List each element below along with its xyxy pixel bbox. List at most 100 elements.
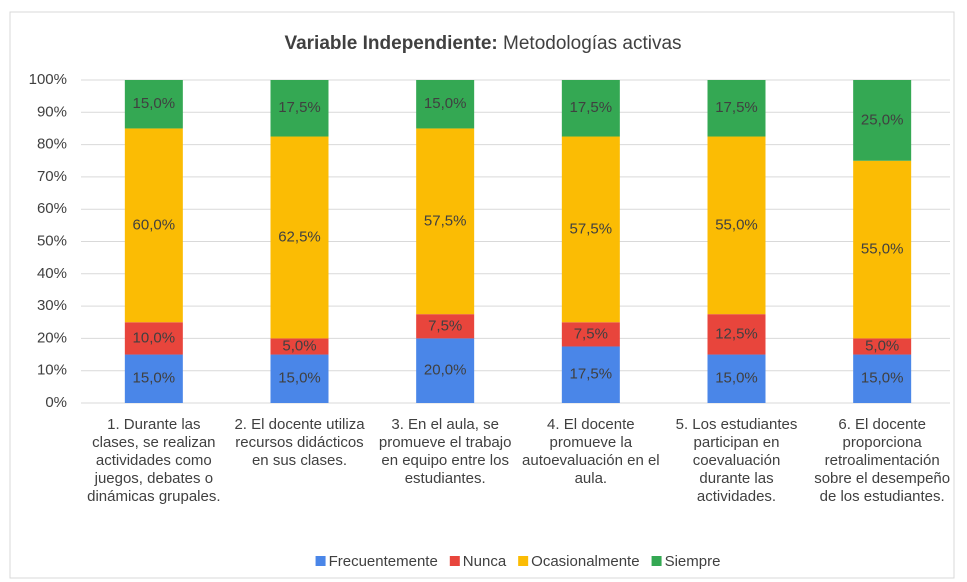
bar-segment: [853, 160, 912, 339]
bar-segment: [270, 80, 329, 137]
x-tick-label: 2. El docente utiliza recursos didácticos…: [234, 416, 365, 469]
value-label: 17,5%: [715, 99, 758, 116]
value-label: 20,0%: [424, 362, 467, 379]
bar-segment: [853, 338, 912, 355]
x-tick-line: en sus clases.: [252, 452, 347, 469]
value-label: 60,0%: [133, 216, 176, 233]
x-tick-line: participan en: [694, 434, 780, 451]
value-label: 5,0%: [865, 337, 899, 354]
title-rest: Metodologías activas: [503, 33, 682, 54]
y-tick-label: 10%: [37, 362, 67, 379]
value-label: 7,5%: [428, 317, 462, 334]
value-label: 12,5%: [715, 325, 758, 342]
x-tick-line: 5. Los estudiantes: [676, 416, 798, 433]
x-tick-line: durante las: [699, 470, 773, 487]
y-tick-label: 80%: [37, 136, 67, 153]
legend-label: Frecuentemente: [329, 553, 438, 570]
x-tick-line: 1. Durante las: [107, 416, 200, 433]
x-tick-line: estudiantes.: [405, 470, 486, 487]
x-tick-label: 1. Durante las clases, se realizan activid…: [87, 416, 220, 505]
x-tick-line: promueve el trabajo: [379, 434, 512, 451]
bar-segment: [561, 346, 620, 403]
y-tick-label: 20%: [37, 329, 67, 346]
legend-swatch: [315, 556, 326, 566]
x-tick-line: coevaluación: [693, 452, 781, 469]
value-label: 15,0%: [278, 370, 321, 387]
value-label: 17,5%: [570, 366, 613, 383]
value-label: 7,5%: [574, 325, 608, 342]
y-tick-label: 50%: [37, 232, 67, 249]
x-tick-line: sobre el desempeño: [814, 470, 950, 487]
legend-label: Ocasionalmente: [531, 553, 639, 570]
legend: Frecuentemente Nunca Ocasionalmente Siempre: [315, 553, 721, 570]
bar-segment: [416, 128, 475, 315]
x-tick-line: 6. El docente: [838, 416, 926, 433]
value-label: 57,5%: [570, 220, 613, 237]
bar-segment: [270, 354, 329, 403]
x-tick-line: proporciona: [843, 434, 923, 451]
bar-segment: [853, 80, 912, 161]
legend-swatch: [651, 556, 662, 566]
value-label: 55,0%: [861, 241, 904, 258]
x-tick-line: 2. El docente utiliza: [234, 416, 365, 433]
bar-segment: [561, 322, 620, 347]
value-label: 62,5%: [278, 228, 321, 245]
value-label: 17,5%: [278, 99, 321, 116]
x-tick-line: retroalimentación: [825, 452, 940, 469]
x-tick-line: actividades como: [96, 452, 212, 469]
value-label: 57,5%: [424, 212, 467, 229]
x-tick-line: autoevaluación en el: [522, 452, 660, 469]
value-label: 15,0%: [424, 95, 467, 112]
bar-segment: [853, 354, 912, 403]
bar-segment: [561, 136, 620, 323]
value-label: 15,0%: [861, 370, 904, 387]
x-tick-line: aula.: [575, 470, 608, 487]
x-tick-line: 3. En el aula, se: [391, 416, 499, 433]
y-tick-label: 0%: [45, 394, 67, 411]
bar-segment: [270, 136, 329, 339]
y-tick-label: 60%: [37, 200, 67, 217]
bar-segment: [124, 80, 183, 129]
x-tick-label: 3. En el aula, se promueve el trabajo en e…: [379, 416, 512, 487]
value-label: 15,0%: [133, 370, 176, 387]
bar-segment: [561, 80, 620, 137]
x-tick-label: 5. Los estudiantes participan en coevaluac…: [676, 416, 798, 505]
x-tick-line: juegos, debates o: [94, 470, 213, 487]
x-tick-line: en equipo entre los: [381, 452, 509, 469]
bar-segment: [416, 338, 475, 403]
x-tick-label: 6. El docente proporciona retroalimentació…: [814, 416, 950, 505]
y-tick-label: 30%: [37, 297, 67, 314]
value-label: 17,5%: [570, 99, 613, 116]
y-tick-label: 40%: [37, 265, 67, 282]
bar-segment: [707, 354, 766, 403]
legend-label: Nunca: [463, 553, 507, 570]
legend-label: Siempre: [665, 553, 721, 570]
y-tick-label: 70%: [37, 168, 67, 185]
x-tick-line: clases, se realizan: [92, 434, 215, 451]
x-tick-line: 4. El docente: [547, 416, 635, 433]
value-label: 15,0%: [133, 95, 176, 112]
bar-segment: [707, 314, 766, 355]
x-tick-line: actividades.: [697, 488, 776, 505]
title-bold: Variable Independiente:: [284, 33, 497, 54]
x-tick-line: de los estudiantes.: [820, 488, 945, 505]
value-label: 15,0%: [715, 370, 758, 387]
value-label: 25,0%: [861, 111, 904, 128]
x-tick-label: 4. El docente promueve la autoevaluación e…: [522, 416, 660, 487]
x-tick-line: recursos didácticos: [235, 434, 363, 451]
x-tick-line: dinámicas grupales.: [87, 488, 220, 505]
bar-segment: [707, 136, 766, 315]
bar-segment: [124, 128, 183, 323]
bar-segment: [707, 80, 766, 137]
legend-swatch: [518, 556, 529, 566]
legend-swatch: [449, 556, 460, 566]
bar-segment: [270, 338, 329, 355]
bar-segment: [124, 354, 183, 403]
bar-segment: [124, 322, 183, 355]
y-tick-label: 90%: [37, 103, 67, 120]
x-tick-line: promueve la: [550, 434, 633, 451]
y-tick-label: 100%: [29, 71, 67, 88]
value-label: 10,0%: [133, 329, 176, 346]
value-label: 5,0%: [282, 337, 316, 354]
